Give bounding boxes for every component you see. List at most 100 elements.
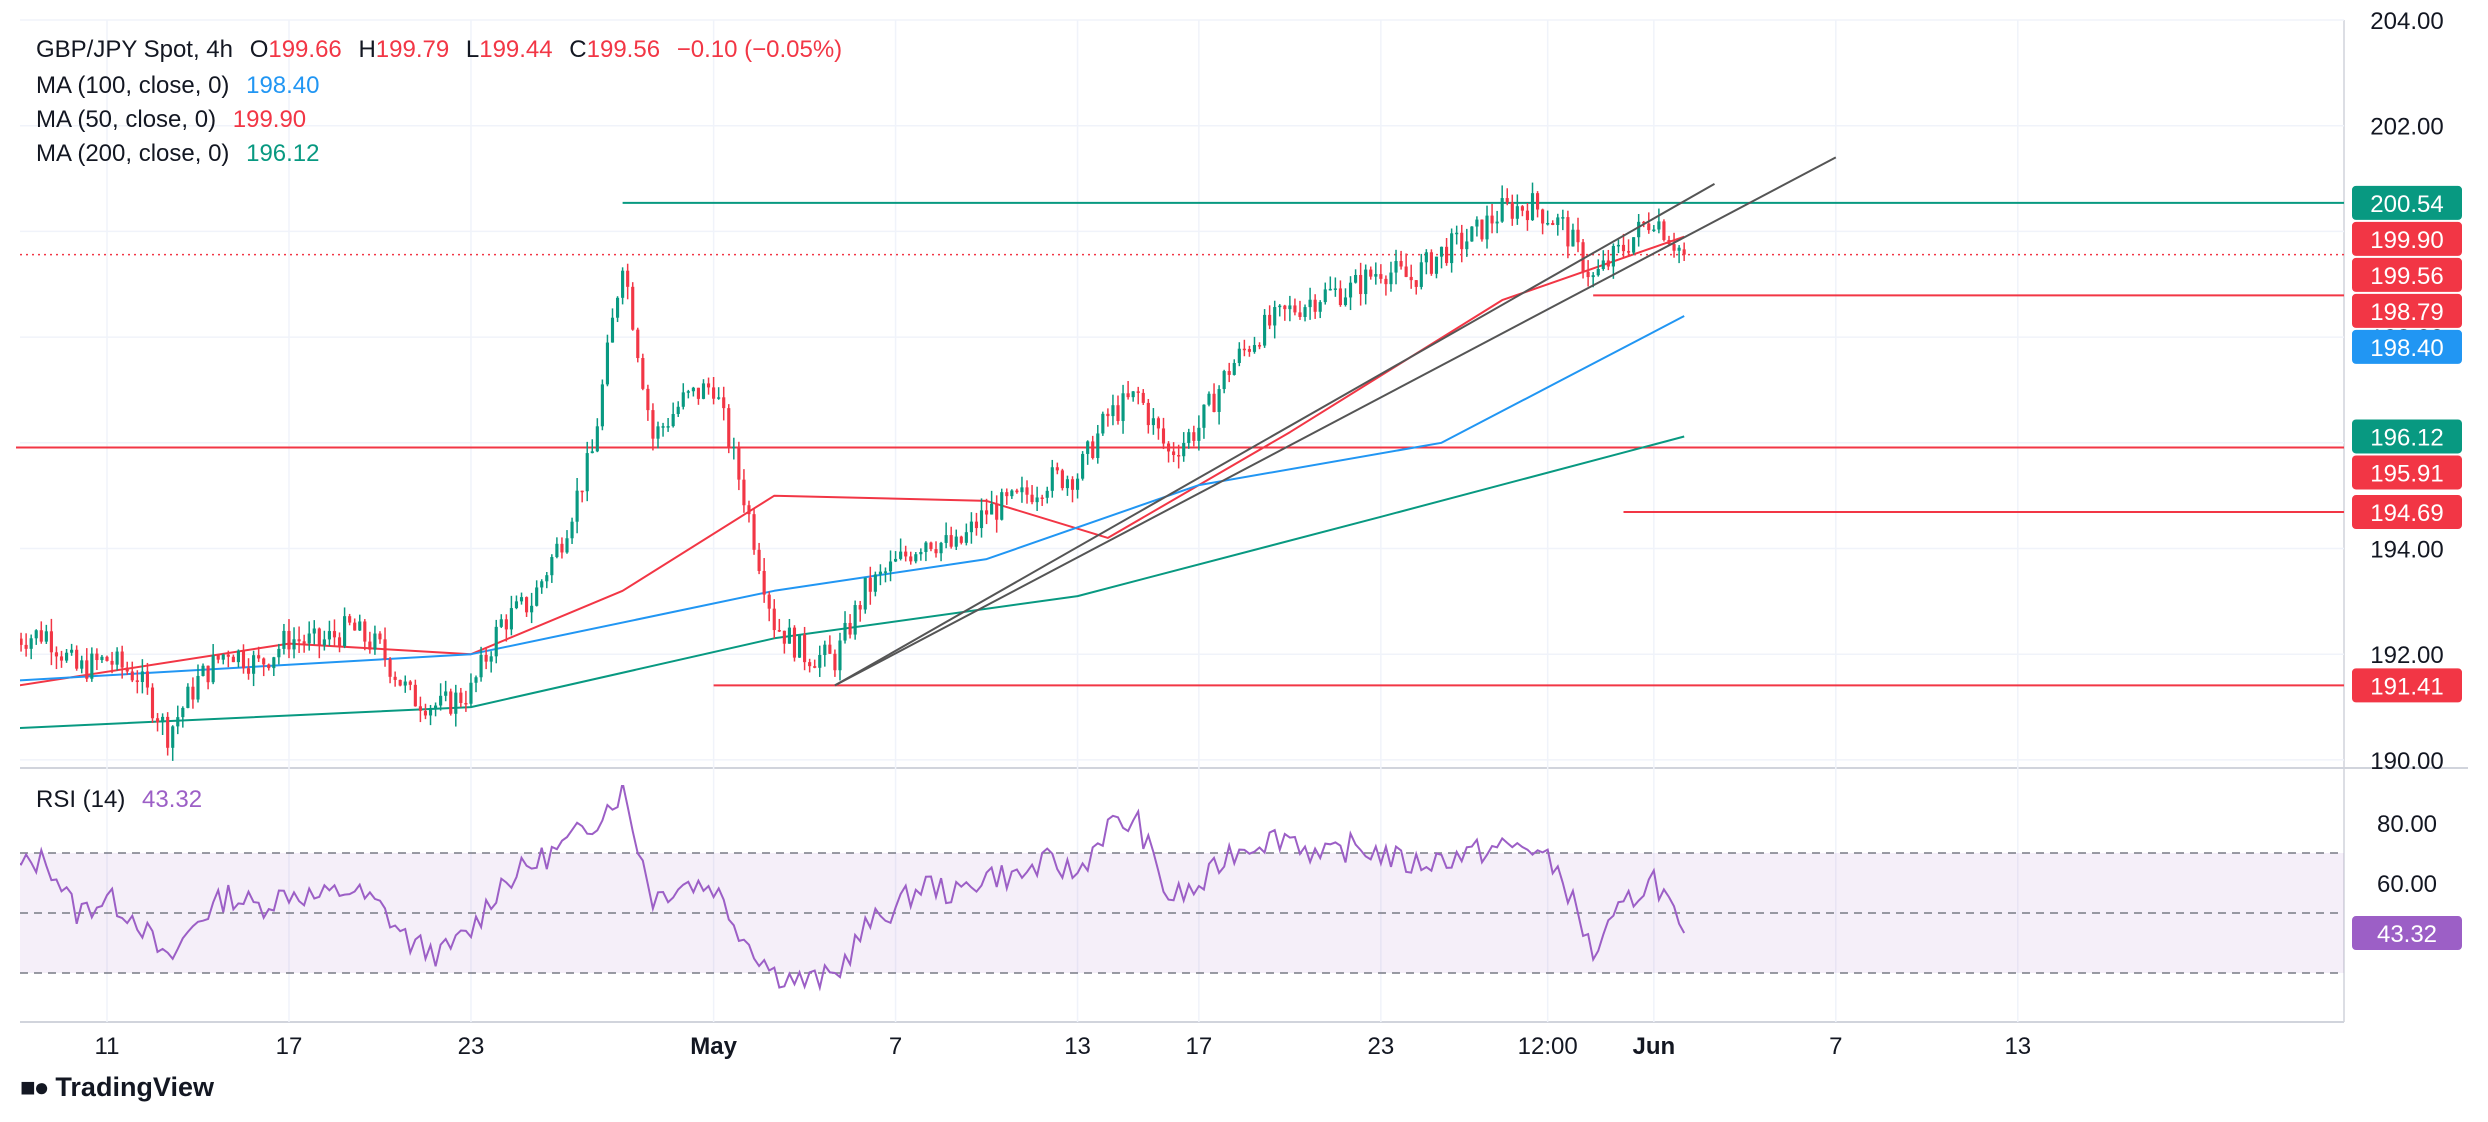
candle[interactable]: [646, 388, 650, 411]
candle[interactable]: [1561, 217, 1565, 219]
candle[interactable]: [1556, 217, 1560, 226]
candle[interactable]: [1510, 202, 1514, 219]
candle[interactable]: [1000, 492, 1004, 520]
candle[interactable]: [1106, 413, 1110, 417]
candle[interactable]: [1131, 391, 1135, 398]
candle[interactable]: [1015, 490, 1019, 493]
candle[interactable]: [19, 638, 23, 645]
candle[interactable]: [1065, 479, 1070, 489]
candle[interactable]: [924, 542, 928, 553]
candle[interactable]: [797, 634, 802, 658]
candle[interactable]: [489, 656, 493, 662]
candle[interactable]: [914, 554, 918, 562]
candle[interactable]: [1535, 193, 1540, 210]
candle[interactable]: [1060, 470, 1064, 489]
candle[interactable]: [1222, 371, 1226, 390]
candle[interactable]: [1136, 391, 1140, 393]
candle[interactable]: [95, 653, 99, 661]
candle[interactable]: [1055, 467, 1059, 471]
candle[interactable]: [1414, 280, 1418, 287]
candle[interactable]: [1252, 345, 1257, 352]
candle[interactable]: [873, 574, 877, 592]
candle[interactable]: [530, 605, 534, 613]
candle[interactable]: [1419, 262, 1423, 287]
candle[interactable]: [666, 426, 670, 428]
candle[interactable]: [1086, 441, 1090, 454]
candle[interactable]: [1475, 219, 1479, 227]
candle[interactable]: [262, 658, 266, 665]
candle[interactable]: [1450, 233, 1454, 264]
candle[interactable]: [14, 638, 17, 640]
candle[interactable]: [701, 383, 706, 399]
candle[interactable]: [671, 414, 675, 427]
candle[interactable]: [843, 622, 847, 641]
candle[interactable]: [919, 552, 923, 555]
candle[interactable]: [540, 581, 544, 588]
candle[interactable]: [782, 630, 786, 644]
candle[interactable]: [858, 605, 862, 610]
ma100-legend[interactable]: MA (100, close, 0) 198.40: [36, 72, 320, 100]
candle[interactable]: [1288, 305, 1292, 310]
candle[interactable]: [1333, 288, 1337, 290]
candle[interactable]: [398, 679, 402, 686]
candle[interactable]: [439, 695, 443, 706]
candle[interactable]: [1283, 305, 1287, 310]
candle[interactable]: [1156, 418, 1161, 429]
candle[interactable]: [939, 542, 943, 554]
candle[interactable]: [1667, 239, 1671, 245]
candle[interactable]: [570, 521, 574, 539]
candle[interactable]: [358, 621, 362, 631]
candle[interactable]: [1227, 371, 1231, 375]
candle[interactable]: [1091, 441, 1095, 458]
candle[interactable]: [519, 597, 524, 602]
candle[interactable]: [140, 671, 144, 683]
candle[interactable]: [54, 652, 59, 657]
candle[interactable]: [1151, 418, 1155, 426]
candle[interactable]: [1515, 206, 1519, 219]
candle[interactable]: [1480, 219, 1484, 240]
candle[interactable]: [1040, 497, 1044, 499]
candle[interactable]: [373, 633, 377, 650]
candle[interactable]: [565, 538, 569, 553]
candle[interactable]: [469, 682, 473, 704]
candle[interactable]: [90, 653, 94, 679]
candle[interactable]: [59, 656, 64, 661]
candle[interactable]: [894, 558, 898, 562]
candle[interactable]: [580, 490, 584, 493]
candle[interactable]: [64, 652, 69, 661]
candle[interactable]: [1338, 288, 1342, 306]
candle[interactable]: [1101, 413, 1105, 434]
candle[interactable]: [1647, 223, 1651, 231]
candle[interactable]: [1217, 389, 1221, 412]
candle[interactable]: [1005, 492, 1009, 497]
candle[interactable]: [423, 710, 428, 716]
candle[interactable]: [226, 654, 230, 657]
candle[interactable]: [1111, 405, 1115, 417]
candle[interactable]: [803, 634, 807, 663]
candle[interactable]: [297, 639, 301, 642]
moving-average-line[interactable]: [16, 315, 1685, 682]
candle[interactable]: [944, 535, 948, 543]
candle[interactable]: [1379, 274, 1383, 279]
candle[interactable]: [413, 684, 417, 707]
candle[interactable]: [1202, 404, 1206, 428]
candle[interactable]: [1232, 362, 1236, 375]
candle[interactable]: [1025, 487, 1029, 495]
candle[interactable]: [80, 660, 84, 669]
candle[interactable]: [1293, 305, 1297, 313]
candle[interactable]: [100, 656, 104, 661]
candle[interactable]: [747, 505, 751, 515]
ma200-legend[interactable]: MA (200, close, 0) 196.12: [36, 140, 320, 168]
candle[interactable]: [1354, 274, 1358, 283]
candle[interactable]: [1596, 269, 1600, 276]
candle[interactable]: [1070, 479, 1075, 490]
candle[interactable]: [600, 384, 604, 427]
candle[interactable]: [444, 691, 448, 696]
candle[interactable]: [1081, 453, 1085, 479]
candle[interactable]: [985, 510, 989, 515]
candle[interactable]: [1045, 490, 1049, 498]
candle[interactable]: [49, 631, 53, 653]
candle[interactable]: [1657, 221, 1661, 230]
candle[interactable]: [110, 660, 114, 665]
candle[interactable]: [605, 342, 610, 385]
